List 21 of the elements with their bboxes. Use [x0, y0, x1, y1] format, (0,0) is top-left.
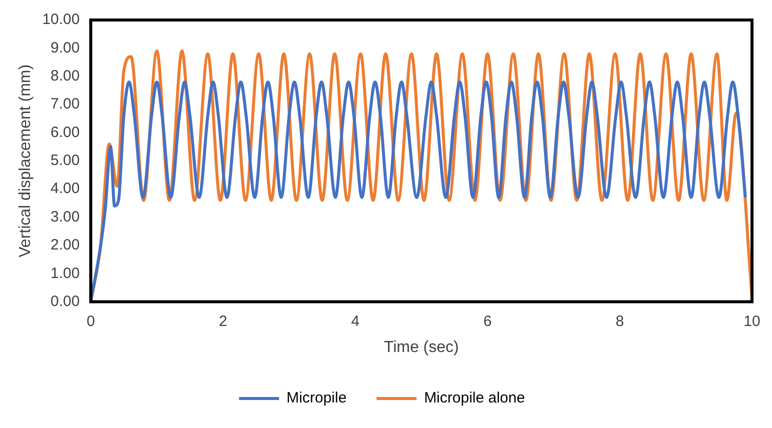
- y-tick-label: 5.00: [50, 152, 80, 170]
- y-tick-label: 4.00: [50, 180, 80, 198]
- y-tick-label: 10.00: [42, 11, 80, 28]
- x-tick-label: 0: [86, 312, 95, 330]
- x-tick-label: 2: [218, 312, 228, 330]
- x-axis-title: Time (sec): [384, 338, 459, 356]
- y-tick-label: 7.00: [50, 96, 80, 113]
- y-tick-label: 0.00: [50, 292, 80, 310]
- x-tick-label: 4: [351, 312, 360, 330]
- y-tick-label: 6.00: [50, 124, 80, 141]
- x-tick-label: 10: [744, 312, 760, 330]
- legend-label: Micropile: [286, 390, 347, 407]
- x-tick-label: 6: [483, 312, 492, 330]
- y-axis-title: Vertical displacement (mm): [17, 64, 34, 258]
- y-tick-label: 1.00: [50, 264, 80, 282]
- y-tick-label: 9.00: [50, 39, 80, 56]
- legend-label: Micropile alone: [424, 390, 525, 407]
- y-tick-label: 8.00: [50, 68, 80, 84]
- y-tick-label: 3.00: [50, 208, 80, 226]
- y-tick-label: 2.00: [50, 236, 80, 254]
- x-tick-label: 8: [616, 312, 624, 330]
